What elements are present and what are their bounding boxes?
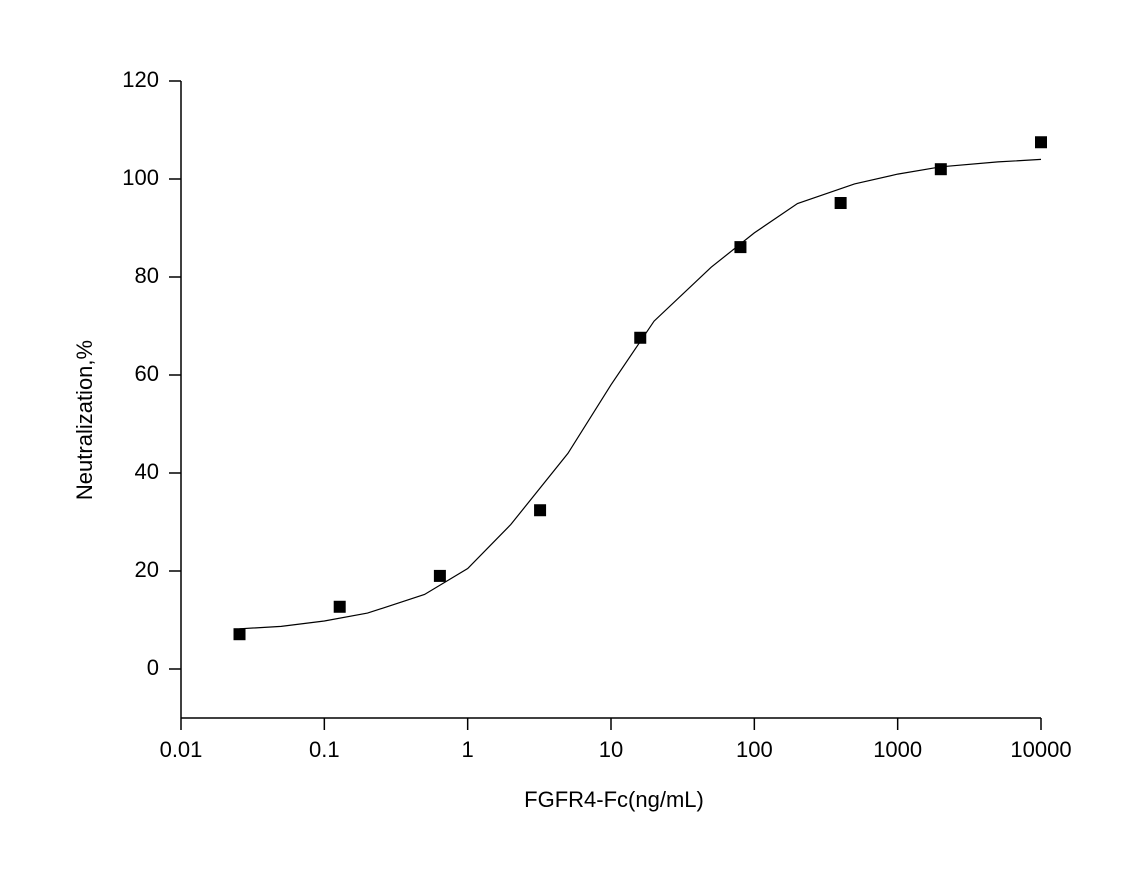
data-point bbox=[1035, 136, 1047, 149]
x-tick-label: 0.1 bbox=[309, 737, 340, 762]
x-tick-label: 10000 bbox=[1010, 737, 1071, 762]
data-point bbox=[534, 504, 547, 517]
fit-curve bbox=[239, 158, 1042, 630]
y-axis-label: Neutralization,% bbox=[72, 340, 97, 500]
data-point bbox=[634, 331, 647, 344]
y-tick-label: 120 bbox=[122, 67, 159, 92]
x-tick-label: 100 bbox=[736, 737, 773, 762]
y-tick-label: 100 bbox=[122, 165, 159, 190]
data-point bbox=[333, 600, 346, 613]
y-tick-label: 60 bbox=[135, 361, 159, 386]
y-tick-label: 20 bbox=[135, 557, 159, 582]
y-tick-label: 80 bbox=[135, 263, 159, 288]
data-point bbox=[734, 241, 747, 254]
data-point bbox=[934, 163, 947, 176]
x-tick-label: 1 bbox=[462, 737, 474, 762]
x-axis-label: FGFR4-Fc(ng/mL) bbox=[524, 787, 704, 812]
y-tick-label: 0 bbox=[147, 655, 159, 680]
data-point bbox=[834, 197, 847, 210]
data-point bbox=[233, 628, 246, 641]
x-tick-label: 10 bbox=[599, 737, 623, 762]
x-tick-label: 1000 bbox=[873, 737, 922, 762]
x-tick-label: 0.01 bbox=[160, 737, 203, 762]
data-point bbox=[433, 569, 446, 582]
y-tick-label: 40 bbox=[135, 459, 159, 484]
